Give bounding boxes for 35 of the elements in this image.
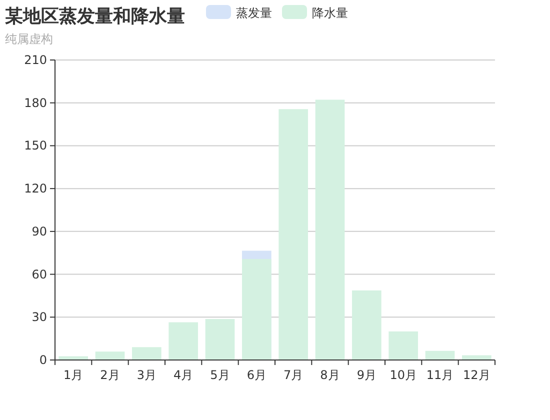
- x-tick-label: 2月: [100, 368, 120, 382]
- bar: [315, 100, 345, 360]
- bar: [205, 319, 235, 360]
- y-tick-label: 180: [24, 96, 47, 110]
- legend-降水量: 降水量: [282, 5, 348, 20]
- y-tick-label: 120: [24, 182, 47, 196]
- x-tick-label: 6月: [246, 368, 266, 382]
- y-tick-label: 90: [32, 224, 47, 238]
- x-tick-label: 10月: [390, 368, 417, 382]
- bar: [388, 331, 418, 360]
- bar: [352, 290, 382, 360]
- x-tick-label: 7月: [284, 368, 304, 382]
- bar: [132, 347, 162, 360]
- chart-subtitle: 纯属虚构: [5, 32, 53, 46]
- x-tick-label: 3月: [136, 368, 156, 382]
- bar: [168, 322, 198, 360]
- x-tick-label: 1月: [64, 368, 84, 382]
- legend-label: 降水量: [312, 6, 348, 20]
- legend-蒸发量: 蒸发量: [206, 5, 272, 20]
- y-tick-label: 210: [24, 53, 47, 67]
- x-tick-label: 12月: [463, 368, 490, 382]
- y-tick-label: 150: [24, 138, 47, 153]
- x-tick-label: 5月: [210, 368, 230, 382]
- y-tick-label: 0: [39, 353, 47, 367]
- legend-label: 蒸发量: [236, 6, 272, 20]
- y-tick-label: 30: [32, 310, 47, 324]
- x-tick-label: 11月: [426, 368, 454, 382]
- chart-title: 某地区蒸发量和降水量: [4, 6, 185, 27]
- y-tick-label: 60: [32, 267, 47, 282]
- x-tick-label: 9月: [356, 368, 376, 382]
- bar: [278, 109, 308, 360]
- bar: [95, 352, 125, 360]
- x-tick-label: 4月: [174, 368, 194, 382]
- bar: [425, 350, 455, 360]
- x-tick-label: 8月: [320, 368, 340, 382]
